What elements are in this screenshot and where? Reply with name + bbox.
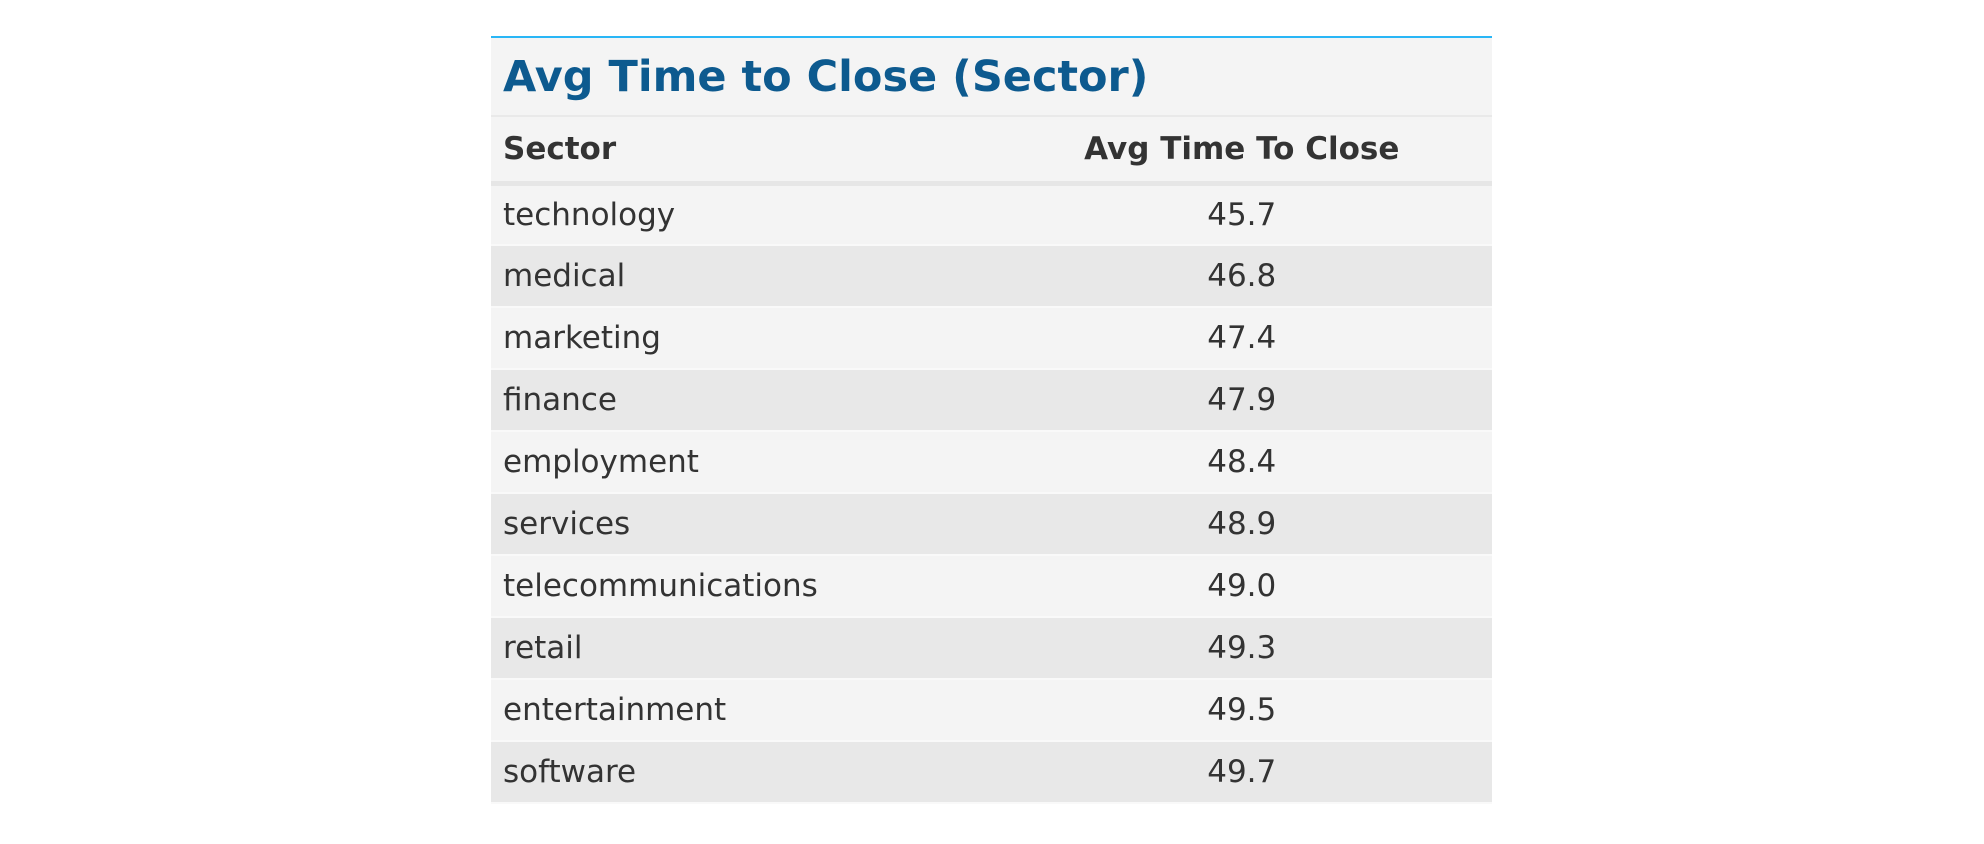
cell-avg-time-to-close: 47.9 [1207, 382, 1277, 418]
table-row: software 49.7 [491, 741, 1492, 803]
table-row: telecommunications 49.0 [491, 555, 1492, 617]
table-body: technology 45.7 medical 46.8 marketing 47.4 fi… [491, 183, 1492, 803]
table-row: services 48.9 [491, 493, 1492, 555]
cell-sector: entertainment [503, 692, 727, 728]
cell-avg-time-to-close: 48.9 [1207, 506, 1277, 542]
cell-avg-time-to-close: 49.0 [1207, 568, 1277, 604]
table-row: retail 49.3 [491, 617, 1492, 679]
cell-sector: retail [503, 630, 583, 666]
column-header-avg-time-to-close[interactable]: Avg Time To Close [1084, 130, 1400, 167]
table-row: marketing 47.4 [491, 307, 1492, 369]
table-row: technology 45.7 [491, 183, 1492, 245]
cell-sector: services [503, 506, 631, 542]
cell-sector: telecommunications [503, 568, 818, 604]
cell-avg-time-to-close: 49.5 [1207, 692, 1277, 728]
cell-avg-time-to-close: 46.8 [1207, 258, 1277, 294]
table-row: employment 48.4 [491, 431, 1492, 493]
cell-sector: software [503, 754, 637, 790]
table-header-row: Sector Avg Time To Close [491, 117, 1492, 183]
cell-avg-time-to-close: 45.7 [1207, 196, 1277, 233]
table-row: finance 47.9 [491, 369, 1492, 431]
table-row: entertainment 49.5 [491, 679, 1492, 741]
cell-avg-time-to-close: 49.7 [1207, 754, 1277, 790]
cell-sector: finance [503, 382, 617, 418]
cell-sector: marketing [503, 320, 661, 356]
cell-sector: employment [503, 444, 699, 480]
table-title-bar: Avg Time to Close (Sector) [491, 38, 1492, 117]
table-row: medical 46.8 [491, 245, 1492, 307]
data-table-card: Avg Time to Close (Sector) Sector Avg Ti… [491, 36, 1492, 804]
data-table: Sector Avg Time To Close technology 45.7 m… [491, 117, 1492, 804]
cell-sector: medical [503, 258, 626, 294]
cell-sector: technology [503, 196, 676, 233]
cell-avg-time-to-close: 48.4 [1207, 444, 1277, 480]
cell-avg-time-to-close: 49.3 [1207, 630, 1277, 666]
table-title: Avg Time to Close (Sector) [503, 51, 1149, 102]
column-header-sector[interactable]: Sector [503, 130, 617, 167]
cell-avg-time-to-close: 47.4 [1207, 320, 1277, 356]
